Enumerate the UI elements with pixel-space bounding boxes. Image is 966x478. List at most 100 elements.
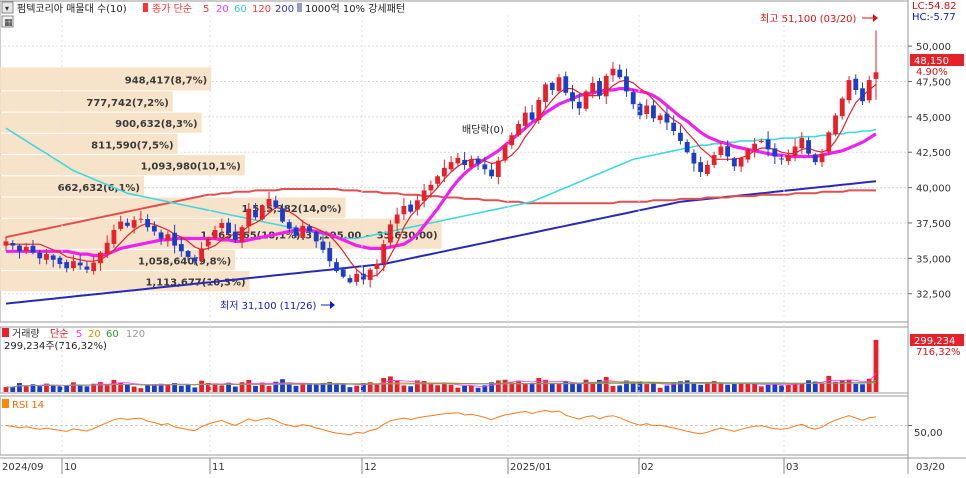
volume-bar [495,380,501,392]
volume-bar [286,384,292,392]
price-tick-label: 40,000 [916,184,951,195]
volume-bar [455,387,461,392]
volume-bar [624,380,629,392]
candle-body [758,140,764,143]
volume-profile-bar [0,91,173,112]
candle-body [522,112,528,126]
candle-body [576,101,582,109]
volume-bar [334,383,339,392]
volume-bar [664,385,670,392]
candle-body [725,146,731,157]
volume-profile-label: 1,515,382(14,0%) [241,204,341,215]
volume-bar [799,383,805,392]
candle-body [475,158,481,164]
candle-body [597,80,602,96]
candle-body [77,262,83,266]
candle-body [731,158,737,167]
volume-bar [482,385,488,392]
candle-body [320,241,326,250]
volume-bar [91,383,97,392]
ma-legend-20: 20 [216,4,229,15]
volume-bar [468,385,474,392]
volume-bar [873,340,879,392]
panel-menu-icon[interactable] [1,1,14,14]
volume-bar [361,382,366,392]
ma-legend-120: 120 [252,4,271,15]
candle-body [401,205,407,215]
candle-body [846,80,852,101]
candle-body [111,230,117,244]
candle-body [603,75,609,97]
candle-body [367,269,373,280]
candle-body [462,159,468,165]
candle-body [495,160,501,177]
grid-toggle-icon[interactable] [1,15,14,28]
volume-profile-label: 1,093,980(10,1%) [141,162,241,173]
volume-bar [833,381,838,392]
volume-profile-bar [0,249,236,271]
volume-bar [185,384,191,392]
volume-bar [543,379,548,392]
volume-bar [273,381,279,392]
volume-bar [860,384,865,392]
candle-body [590,82,596,93]
candle-body [246,208,252,227]
candle-body [307,226,312,232]
volume-bar [226,382,231,392]
candle-body [502,145,508,161]
candle-body [124,222,130,226]
volume-bar [711,381,717,392]
volume-ma-legend-5: 5 [76,329,82,340]
volume-bar [50,385,56,392]
candle-body [50,255,56,260]
volume-bar [37,386,43,392]
time-axis-label: 2024/09 [2,462,44,473]
candle-body [151,225,157,232]
volume-bar [725,384,731,392]
volume-bar [839,380,845,392]
candle-body [644,105,650,115]
volume-bar [812,381,818,392]
volume-bar [576,383,582,392]
candle-body [839,98,845,117]
candle-body [178,244,184,252]
candle-body [624,76,629,92]
candle-body [752,143,758,150]
volume-bar [529,382,535,392]
volume-bar [293,385,299,392]
candle-body [286,222,292,229]
candle-body [98,252,103,264]
candle-body [219,222,225,228]
candle-body [738,157,744,167]
candle-body [421,190,427,201]
volume-bar [111,379,117,392]
current-change-label: 4.90% [916,67,948,78]
volume-bar [448,384,454,392]
volume-bar [785,384,791,392]
pattern-legend-swatch [297,3,302,12]
candle-body [44,254,49,260]
time-axis-label: 02 [641,462,654,473]
candle-body [765,139,771,150]
candle-body [468,159,474,167]
candle-body [482,164,488,170]
volume-title[interactable]: 거래량 [12,328,40,340]
ma5-line [6,79,877,278]
candle-body [772,148,778,157]
volume-bar [522,383,528,392]
volume-profile-label: 777,742(7,2%) [86,98,168,109]
candle-body [610,68,616,76]
high-arrow-icon [873,14,878,22]
stock-label[interactable]: 펌텍코리아 매물대 수(10) [17,3,127,15]
low-annotation: 최저 31,100 (11/26) [220,300,316,312]
candle-body [678,132,683,141]
rsi-title[interactable]: RSI 14 [12,400,44,411]
volume-profile-label: 811,590(7,5%) [91,140,173,151]
candle-body [273,200,279,208]
candle-body [226,222,231,233]
volume-axis-pct: 716,32% [916,347,961,358]
volume-bar [124,384,130,392]
candle-body [792,146,798,156]
